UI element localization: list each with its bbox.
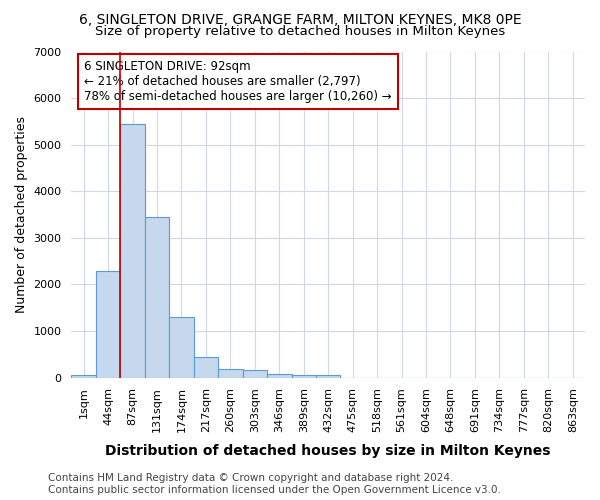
- Bar: [145, 217, 169, 378]
- Bar: [242, 370, 267, 378]
- Bar: [292, 375, 316, 378]
- Bar: [218, 368, 242, 378]
- Bar: [267, 374, 292, 378]
- Text: 6, SINGLETON DRIVE, GRANGE FARM, MILTON KEYNES, MK8 0PE: 6, SINGLETON DRIVE, GRANGE FARM, MILTON …: [79, 12, 521, 26]
- Text: 6 SINGLETON DRIVE: 92sqm
← 21% of detached houses are smaller (2,797)
78% of sem: 6 SINGLETON DRIVE: 92sqm ← 21% of detach…: [84, 60, 392, 102]
- Bar: [316, 376, 340, 378]
- Bar: [96, 272, 121, 378]
- Y-axis label: Number of detached properties: Number of detached properties: [15, 116, 28, 313]
- Text: Contains HM Land Registry data © Crown copyright and database right 2024.
Contai: Contains HM Land Registry data © Crown c…: [48, 474, 501, 495]
- Bar: [121, 124, 145, 378]
- Bar: [71, 374, 96, 378]
- Text: Size of property relative to detached houses in Milton Keynes: Size of property relative to detached ho…: [95, 25, 505, 38]
- Bar: [169, 316, 194, 378]
- X-axis label: Distribution of detached houses by size in Milton Keynes: Distribution of detached houses by size …: [106, 444, 551, 458]
- Bar: [194, 356, 218, 378]
